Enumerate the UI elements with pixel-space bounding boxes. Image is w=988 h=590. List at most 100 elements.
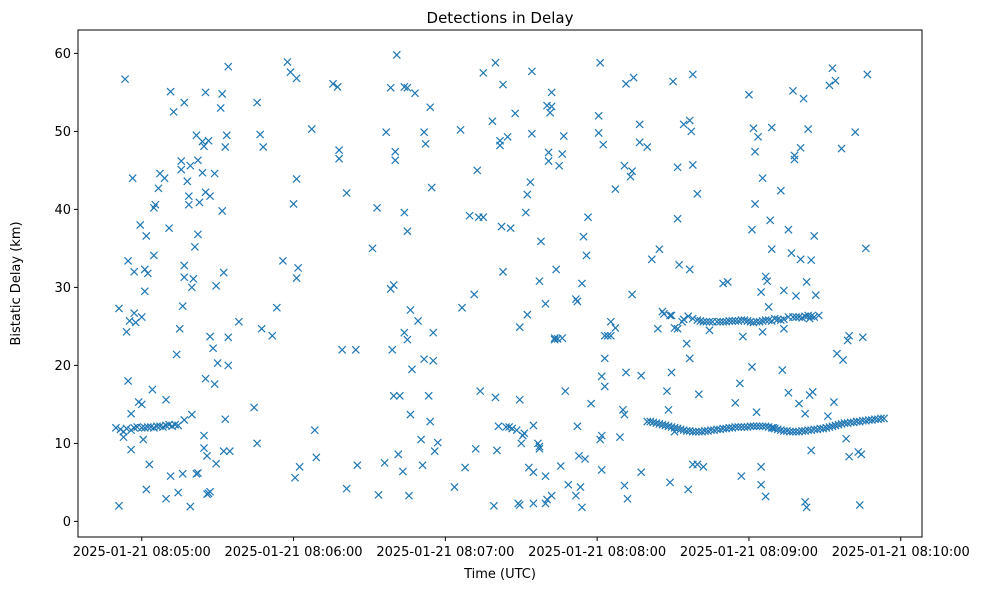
data-point-x-marker — [122, 424, 131, 433]
data-point-x-marker — [731, 398, 740, 407]
data-point-x-marker — [195, 198, 204, 207]
data-point-x-marker — [618, 405, 627, 414]
data-point-x-marker — [389, 391, 398, 400]
data-point-x-marker — [328, 79, 338, 88]
data-point-x-marker — [461, 463, 470, 472]
data-point-x-marker — [795, 399, 804, 408]
data-point-x-marker — [778, 366, 787, 375]
data-point-x-marker — [143, 269, 152, 278]
data-point-x-marker — [257, 324, 266, 333]
data-point-x-marker — [805, 314, 814, 323]
data-point-x-marker — [769, 423, 778, 432]
data-point-x-marker — [667, 311, 676, 320]
data-point-x-marker — [515, 395, 524, 404]
y-tick-label: 50 — [54, 125, 71, 140]
data-point-x-marker — [688, 70, 697, 79]
data-point-x-marker — [653, 324, 662, 333]
data-point-x-marker — [758, 327, 767, 336]
data-point-x-marker — [535, 444, 544, 453]
data-point-x-marker — [788, 427, 797, 436]
x-tick-label: 2025-01-21 08:07:00 — [376, 545, 514, 560]
data-point-x-marker — [784, 225, 793, 234]
data-point-x-marker — [177, 165, 186, 174]
data-point-x-marker — [433, 438, 442, 447]
data-point-x-marker — [796, 143, 805, 152]
data-point-x-marker — [380, 458, 389, 467]
data-point-x-marker — [145, 460, 154, 469]
data-point-x-marker — [283, 57, 292, 67]
data-point-x-marker — [611, 185, 620, 194]
data-point-x-marker — [222, 131, 231, 140]
data-point-x-marker — [580, 454, 590, 464]
data-point-x-marker — [203, 451, 212, 460]
data-point-x-marker — [338, 345, 347, 354]
data-point-x-marker — [407, 365, 416, 374]
data-point-x-marker — [550, 335, 559, 344]
data-point-x-marker — [175, 324, 184, 333]
data-point-x-marker — [166, 87, 175, 96]
data-point-x-marker — [664, 405, 673, 414]
data-point-x-marker — [250, 403, 259, 412]
x-tick-label: 2025-01-21 08:09:00 — [680, 545, 818, 560]
data-point-x-marker — [579, 232, 588, 241]
data-point-x-marker — [418, 461, 427, 470]
data-point-x-marker — [180, 273, 189, 282]
data-point-x-marker — [606, 317, 615, 326]
data-point-x-marker — [823, 412, 832, 421]
data-point-x-marker — [693, 316, 702, 325]
data-point-x-marker — [527, 67, 536, 76]
data-point-x-marker — [204, 136, 213, 145]
data-point-x-marker — [536, 237, 546, 246]
y-axis-label: Bistatic Delay (km) — [9, 221, 24, 345]
data-point-x-marker — [649, 418, 658, 427]
data-point-x-marker — [685, 265, 694, 274]
y-axis: 0 10 20 30 40 50 60 — [54, 47, 78, 530]
data-point-x-marker — [773, 425, 782, 434]
data-point-x-marker — [374, 490, 383, 499]
data-point-x-marker — [389, 281, 398, 290]
data-point-x-marker — [628, 167, 637, 176]
data-point-x-marker — [802, 503, 811, 512]
data-point-x-marker — [210, 380, 219, 389]
data-point-x-marker — [804, 125, 813, 134]
data-point-x-marker — [199, 142, 209, 151]
data-point-x-marker — [310, 426, 319, 435]
data-point-x-marker — [429, 356, 438, 365]
data-point-x-marker — [880, 414, 889, 423]
data-point-x-marker — [699, 462, 708, 471]
data-point-x-marker — [861, 244, 870, 253]
data-point-x-marker — [335, 154, 344, 163]
data-point-x-marker — [286, 68, 295, 77]
data-point-x-marker — [628, 290, 637, 299]
data-point-x-marker — [752, 422, 761, 431]
data-point-x-marker — [184, 192, 193, 201]
data-point-x-marker — [171, 420, 180, 429]
data-point-x-marker — [755, 317, 764, 326]
data-point-x-marker — [738, 332, 747, 341]
data-point-x-marker — [424, 391, 433, 400]
data-point-x-marker — [731, 422, 740, 432]
data-point-x-marker — [502, 422, 511, 432]
data-point-x-marker — [825, 81, 834, 90]
data-point-x-marker — [503, 132, 512, 141]
data-point-x-marker — [127, 445, 136, 454]
data-point-x-marker — [224, 62, 233, 71]
data-point-x-marker — [659, 309, 668, 318]
data-point-x-marker — [151, 200, 160, 209]
data-point-x-marker — [162, 395, 171, 404]
data-point-x-marker — [187, 283, 196, 292]
data-point-x-marker — [584, 213, 593, 222]
data-point-x-marker — [219, 268, 228, 277]
data-point-x-marker — [766, 216, 775, 225]
data-point-x-marker — [744, 90, 753, 99]
data-point-x-marker — [779, 324, 788, 333]
data-point-x-marker — [180, 98, 189, 107]
data-point-x-marker — [529, 499, 538, 508]
data-point-x-marker — [368, 244, 377, 253]
data-point-x-marker — [272, 303, 281, 312]
data-point-x-marker — [716, 317, 725, 326]
data-point-x-marker — [130, 267, 139, 276]
data-point-x-marker — [119, 433, 128, 442]
data-point-x-marker — [465, 211, 474, 220]
data-point-x-marker — [713, 317, 722, 326]
